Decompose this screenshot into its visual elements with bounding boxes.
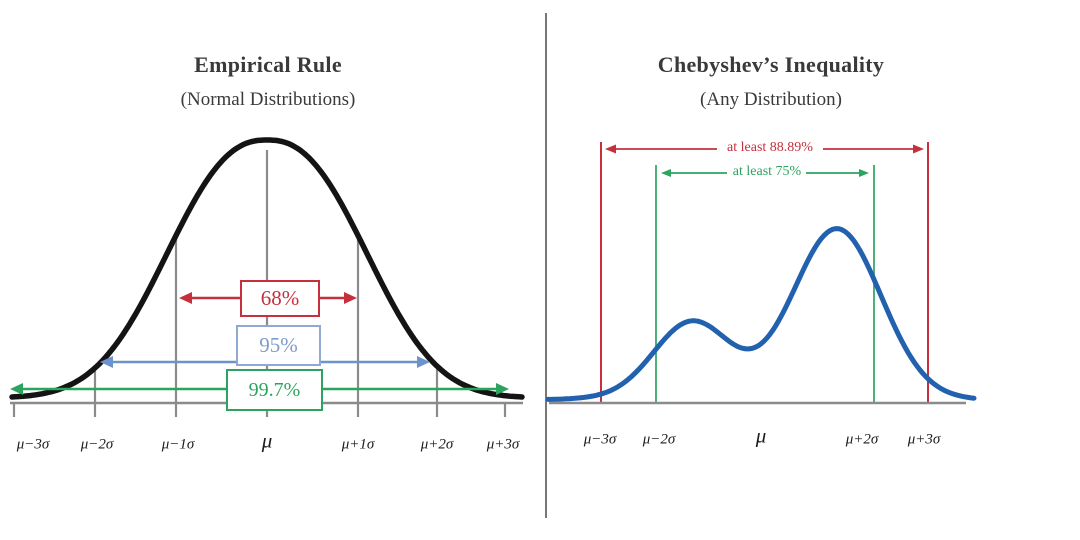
interval-box-95: 95% xyxy=(236,325,321,366)
interval-label-at-least-75: at least 75% xyxy=(732,164,802,179)
axis-label-mu-plus-3sigma-right: μ+3σ xyxy=(907,431,941,448)
arrowhead-68-left xyxy=(179,292,192,304)
interval-label-at-least-8889: at least 88.89% xyxy=(727,140,813,155)
interval-label-99-7: 99.7% xyxy=(248,378,301,401)
axis-label-mu-plus-1sigma: μ+1σ xyxy=(341,436,375,453)
bimodal-curve xyxy=(545,226,977,402)
axis-label-mu-plus-2sigma-right: μ+2σ xyxy=(845,431,879,448)
interval-label-68: 68% xyxy=(260,286,300,310)
axis-label-mu-minus-1sigma: μ−1σ xyxy=(161,436,195,453)
interval-label-95: 95% xyxy=(259,333,298,357)
axis-label-mu-plus-3sigma: μ+3σ xyxy=(486,436,520,453)
arrowhead-75-left xyxy=(661,169,671,177)
axis-label-mu-minus-2sigma-right: μ−2σ xyxy=(642,431,676,448)
arrowhead-997-right xyxy=(496,383,509,395)
interval-box-99-7: 99.7% xyxy=(226,369,323,411)
axis-label-mu-minus-3sigma: μ−3σ xyxy=(16,436,50,453)
arrowhead-95-left xyxy=(100,356,113,368)
axis-label-mu-plus-2sigma: μ+2σ xyxy=(420,436,454,453)
arrowhead-8889-right xyxy=(913,144,924,154)
arrowhead-8889-left xyxy=(605,144,616,154)
axis-label-mu-minus-3sigma-right: μ−3σ xyxy=(583,431,617,448)
arrowhead-68-right xyxy=(344,292,357,304)
empirical-rule-subtitle: (Normal Distributions) xyxy=(180,89,356,110)
interval-box-68: 68% xyxy=(240,280,320,317)
arrowhead-997-left xyxy=(10,383,23,395)
arrowhead-95-right xyxy=(417,356,430,368)
empirical-rule-title: Empirical Rule xyxy=(194,52,342,77)
arrowhead-75-right xyxy=(859,169,869,177)
axis-label-mu-right: μ xyxy=(755,423,767,448)
bell-curve xyxy=(9,137,525,400)
chebyshev-subtitle: (Any Distribution) xyxy=(700,89,842,110)
axis-label-mu: μ xyxy=(261,428,273,453)
chebyshev-title: Chebyshev’s Inequality xyxy=(657,52,885,77)
axis-label-mu-minus-2sigma: μ−2σ xyxy=(80,436,114,453)
